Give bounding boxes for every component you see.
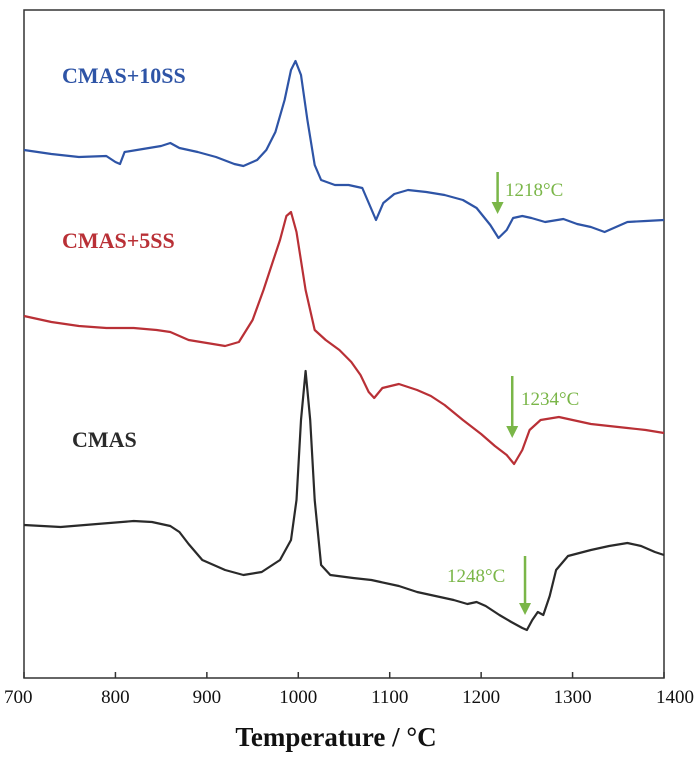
x-tick-label-1100: 1100 — [371, 687, 408, 708]
x-tick-label-700: 700 — [4, 687, 33, 708]
annotation-arrows — [491, 172, 532, 615]
series-line-cmas-10ss — [23, 59, 665, 240]
annotation-label-1248: 1248°C — [447, 566, 505, 587]
series-label-cmas-10ss: CMAS+10SS — [62, 63, 186, 88]
x-tick-label-800: 800 — [101, 687, 130, 708]
annotation-arrow-head-1218 — [491, 202, 504, 214]
plot-frame — [23, 9, 665, 679]
annotation-label-1218: 1218°C — [505, 180, 563, 201]
annotation-arrow-head-1234 — [506, 426, 519, 438]
x-tick-label-1300: 1300 — [554, 687, 592, 708]
series-label-cmas-5ss: CMAS+5SS — [62, 228, 175, 253]
x-tick-label-1400: 1400 — [656, 687, 694, 708]
series-lines — [23, 59, 665, 632]
x-axis-ticks: 700 800 900 1000 1100 1200 1300 1400 — [4, 672, 694, 708]
x-axis-title: Temperature / °C — [235, 722, 436, 752]
x-tick-label-1000: 1000 — [279, 687, 317, 708]
series-line-cmas-5ss — [23, 210, 665, 466]
series-line-cmas — [23, 369, 665, 632]
annotation-label-1234: 1234°C — [521, 389, 579, 410]
x-tick-label-900: 900 — [193, 687, 222, 708]
annotation-arrow-head-1248 — [519, 603, 532, 615]
series-label-cmas: CMAS — [72, 427, 137, 452]
x-tick-label-1200: 1200 — [462, 687, 500, 708]
